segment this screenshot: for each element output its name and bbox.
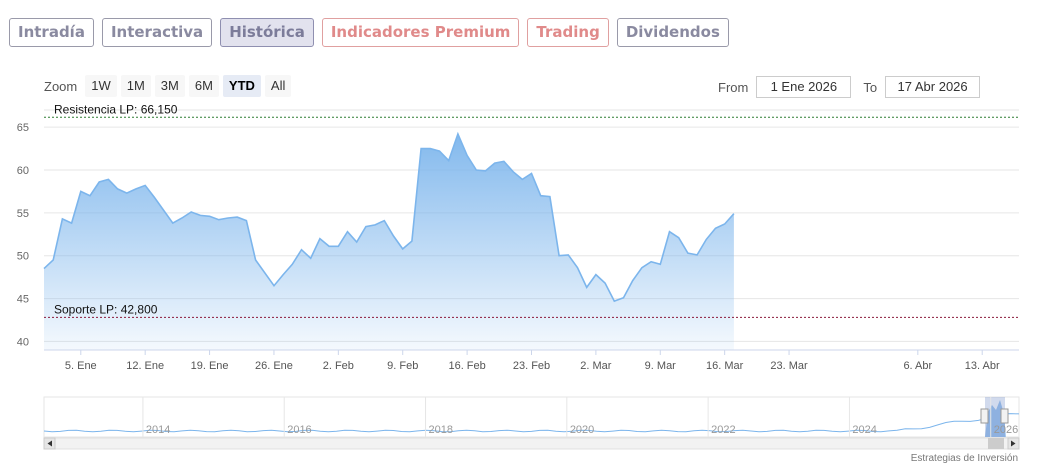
to-date-input[interactable]: 17 Abr 2026: [885, 76, 981, 98]
zoom-button-1w[interactable]: 1W: [85, 75, 117, 97]
navigator-year-label: 2016: [287, 424, 311, 436]
x-tick-label: 23. Mar: [770, 360, 808, 372]
navigator-scrollbar-track[interactable]: [43, 437, 1020, 450]
from-label: From: [718, 79, 749, 95]
tab-indicadores-premium[interactable]: Indicadores Premium: [321, 18, 520, 47]
tab-hist-rica[interactable]: Histórica: [220, 18, 314, 47]
to-label: To: [863, 79, 878, 95]
zoom-button-1m[interactable]: 1M: [120, 75, 151, 97]
x-tick-label: 19. Ene: [191, 360, 229, 372]
y-tick-label: 60: [17, 165, 29, 177]
navigator-scrollbar-thumb[interactable]: [988, 438, 1004, 449]
from-date-input[interactable]: 1 Ene 2026: [756, 76, 852, 98]
x-tick-label: 26. Ene: [255, 360, 293, 372]
date-range: From 1 Ene 2026 To 17 Abr 2026: [718, 76, 981, 98]
tab-dividendos[interactable]: Dividendos: [616, 18, 729, 47]
navigator-series: [43, 413, 1020, 433]
x-tick-label: 5. Ene: [65, 360, 97, 372]
x-tick-label: 13. Abr: [965, 360, 1000, 372]
x-tick-label: 2. Feb: [323, 360, 354, 372]
x-tick-label: 6. Abr: [903, 360, 932, 372]
zoom-button-all[interactable]: All: [264, 75, 292, 97]
x-tick-label: 9. Feb: [387, 360, 418, 372]
scroll-left-icon: [47, 440, 52, 447]
x-tick-label: 16. Feb: [448, 360, 485, 372]
resistance-label: Resistencia LP: 66,150: [54, 102, 178, 116]
navigator-handle-right[interactable]: [1000, 408, 1009, 424]
zoom-button-ytd[interactable]: YTD: [222, 75, 261, 97]
scroll-right-icon: [1011, 440, 1016, 447]
tab-trading[interactable]: Trading: [527, 18, 609, 47]
x-tick-label: 16. Mar: [706, 360, 744, 372]
y-tick-label: 50: [17, 251, 29, 263]
y-tick-label: 65: [17, 122, 29, 134]
chart-credit: Estrategias de Inversión: [911, 453, 1018, 464]
navigator-mask[interactable]: [985, 397, 1005, 437]
y-tick-label: 55: [17, 208, 29, 220]
navigator-year-label: 2014: [146, 424, 170, 436]
navigator-year-label: 2020: [570, 424, 594, 436]
x-tick-label: 2. Mar: [580, 360, 612, 372]
x-tick-label: 9. Mar: [645, 360, 677, 372]
navigator-year-label: 2024: [852, 424, 876, 436]
zoom-button-6m[interactable]: 6M: [188, 75, 219, 97]
support-label: Soporte LP: 42,800: [54, 302, 158, 316]
y-tick-label: 45: [17, 294, 29, 306]
x-tick-label: 23. Feb: [513, 360, 550, 372]
zoom-selector: Zoom 1W 1M 3M 6M YTD All: [44, 75, 292, 97]
series-area-fill: [44, 134, 734, 350]
series-line[interactable]: [43, 131, 735, 303]
navigator-handle-left[interactable]: [980, 408, 989, 424]
zoom-label: Zoom: [44, 78, 78, 94]
navigator-year-label: 2026: [994, 424, 1018, 436]
tab-intrad-a[interactable]: Intradía: [9, 18, 94, 47]
x-tick-label: 12. Ene: [126, 360, 164, 372]
tab-interactiva[interactable]: Interactiva: [101, 18, 213, 47]
y-tick-label: 40: [17, 336, 29, 348]
chart-tabs: Intradía Interactiva Histórica Indicadores …: [9, 18, 729, 47]
navigator-year-label: 2018: [429, 424, 453, 436]
navigator-year-label: 2022: [711, 424, 735, 436]
zoom-button-3m[interactable]: 3M: [154, 75, 185, 97]
